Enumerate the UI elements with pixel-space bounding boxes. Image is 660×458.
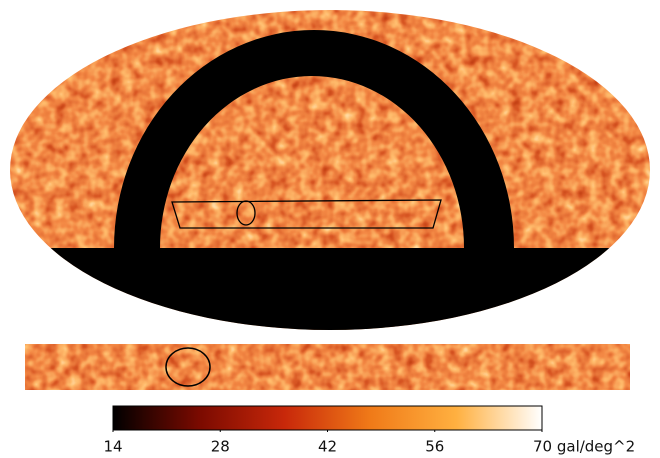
- density-field: [25, 344, 630, 390]
- sky-map: [0, 0, 660, 348]
- chart: 14 28 42 56 70 gal/deg^2: [0, 0, 660, 458]
- colorbar-tick-label: 56: [425, 438, 444, 456]
- colorbar: [113, 406, 542, 430]
- colorbar-tick-label: 70 gal/deg^2: [533, 438, 635, 456]
- colorbar-tick-label: 42: [318, 438, 337, 456]
- colorbar-tick-label: 28: [211, 438, 230, 456]
- zoom-strip: [25, 344, 630, 390]
- colorbar-tick-label: 14: [103, 438, 122, 456]
- mask: [0, 248, 660, 348]
